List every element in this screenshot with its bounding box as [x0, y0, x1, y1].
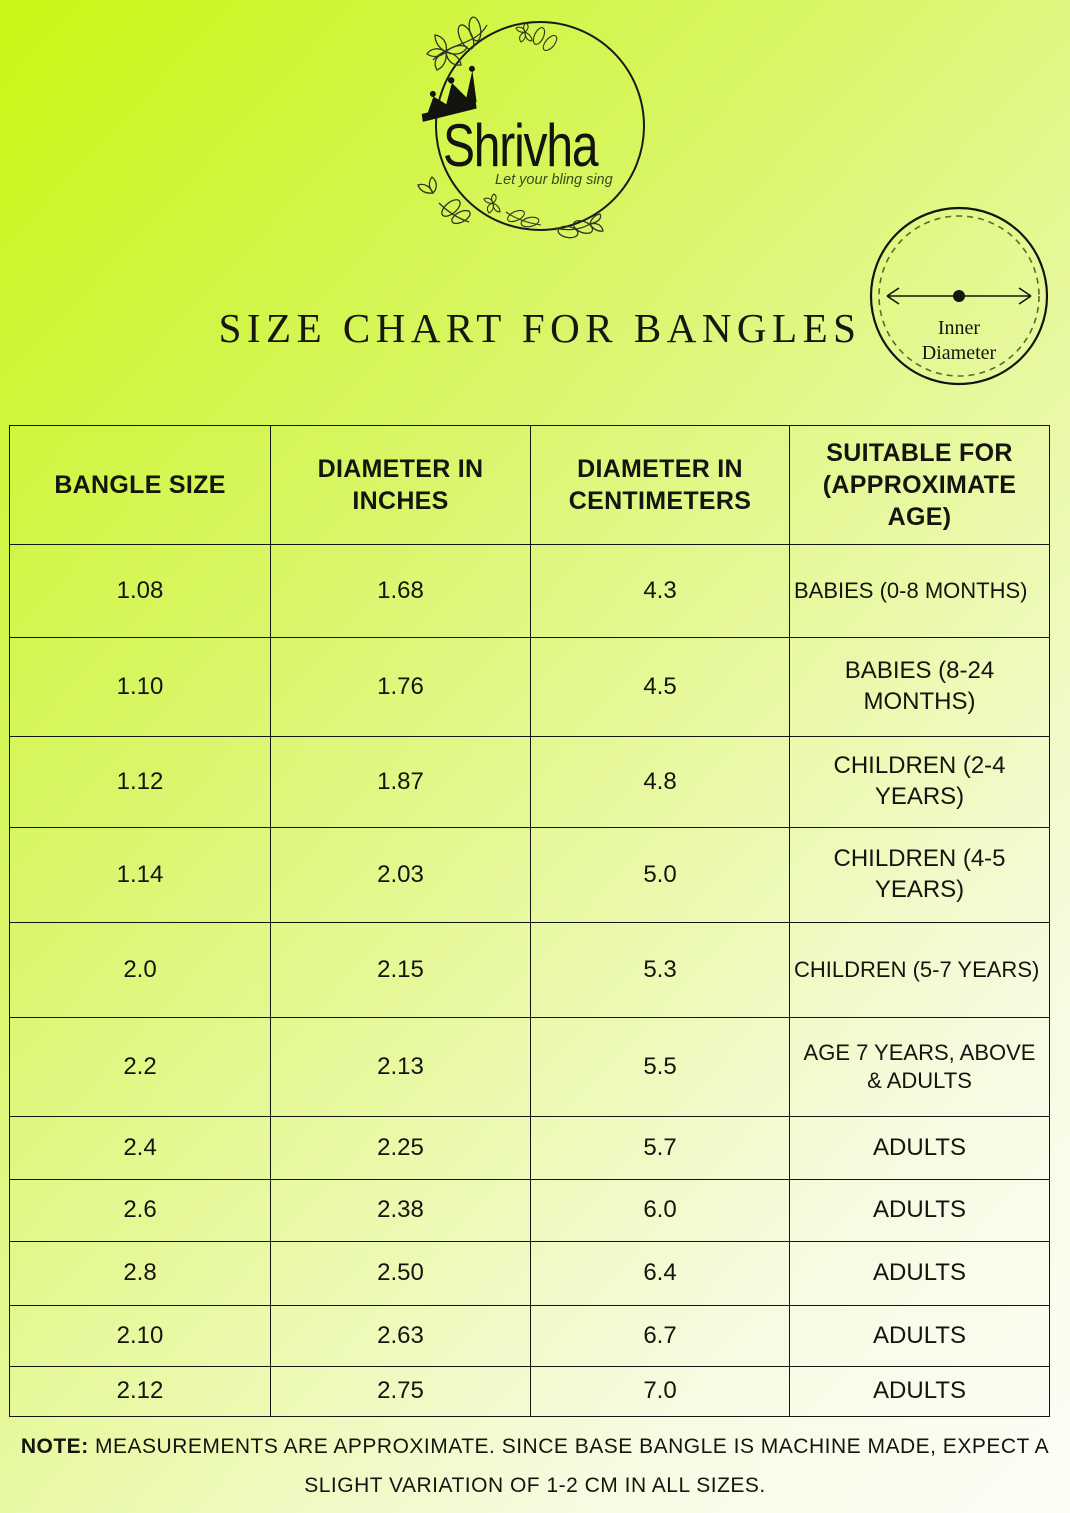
svg-text:Inner: Inner	[938, 317, 981, 339]
svg-text:Let your bling sing: Let your bling sing	[495, 172, 613, 188]
svg-text:Shrivha: Shrivha	[443, 112, 599, 179]
svg-text:Diameter: Diameter	[922, 342, 997, 364]
